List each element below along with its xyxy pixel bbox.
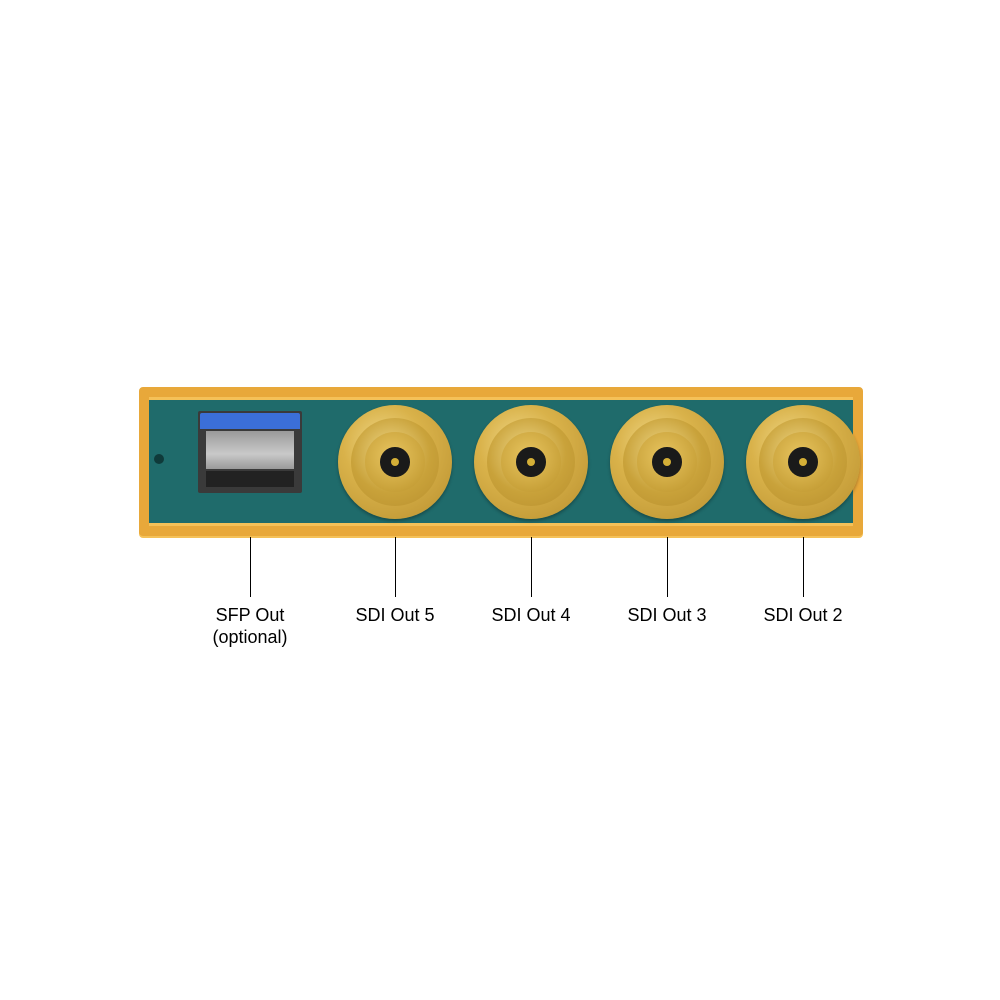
callout-line: [667, 537, 668, 597]
callout-label: SDI Out 4: [461, 605, 601, 626]
callout-line: [803, 537, 804, 597]
sfp-slot: [206, 471, 294, 487]
bnc-pin-icon: [663, 458, 671, 466]
callout-line: [395, 537, 396, 597]
connector-diagram: SFP Out(optional)SDI Out 5SDI Out 4SDI O…: [0, 0, 1000, 1000]
bnc-pin-icon: [527, 458, 535, 466]
callout-label: SDI Out 5: [325, 605, 465, 626]
callout-line: [531, 537, 532, 597]
callout-sublabel: (optional): [180, 627, 320, 648]
callout-label: SFP Out: [180, 605, 320, 626]
sfp-top-bar: [200, 413, 300, 429]
callout-label: SDI Out 3: [597, 605, 737, 626]
bnc-pin-icon: [799, 458, 807, 466]
sfp-body: [206, 431, 294, 469]
screw-hole-icon: [154, 454, 164, 464]
bnc-pin-icon: [391, 458, 399, 466]
callout-line: [250, 537, 251, 597]
callout-label: SDI Out 2: [733, 605, 873, 626]
